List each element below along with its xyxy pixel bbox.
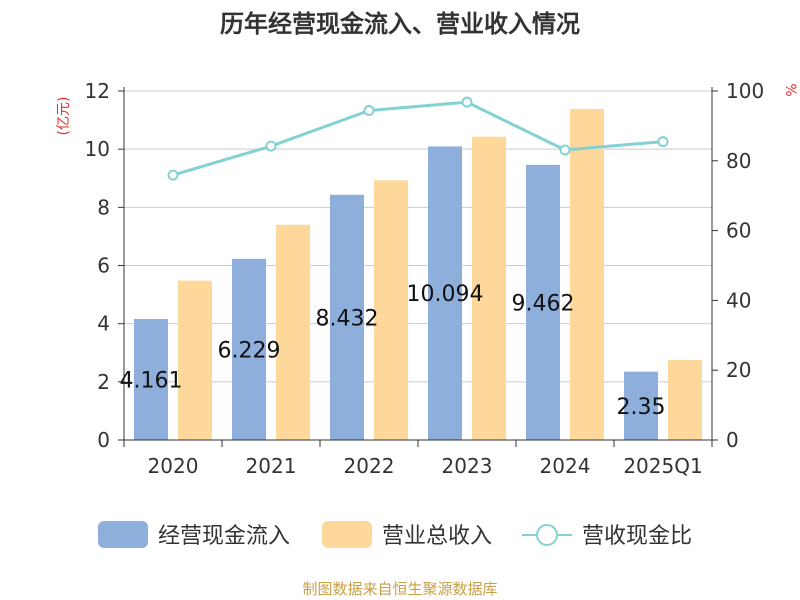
y-left-tick-label: 10	[85, 137, 110, 161]
y-left-tick-label: 8	[97, 195, 110, 219]
y-right-tick-label: 0	[726, 428, 739, 452]
y-left-tick-label: 6	[97, 254, 110, 278]
bar-cash-inflow[interactable]	[624, 371, 658, 440]
legend-item-ratio[interactable]: 营收现金比	[522, 524, 692, 549]
bar-cash-inflow[interactable]	[330, 194, 364, 440]
legend-label-revenue: 营业总收入	[382, 524, 492, 549]
ratio-point[interactable]	[363, 105, 375, 117]
data-label-cash-inflow: 8.432	[316, 306, 379, 331]
ratio-point[interactable]	[559, 144, 571, 156]
x-tick-label: 2021	[246, 454, 297, 478]
legend-label-ratio: 营收现金比	[582, 524, 692, 549]
ratio-point[interactable]	[461, 96, 473, 108]
bars	[134, 109, 702, 440]
y-right-tick-label: 20	[726, 358, 751, 382]
chart-title: 历年经营现金流入、营业收入情况	[220, 10, 580, 38]
legend-item-cash-inflow[interactable]: 经营现金流入	[98, 521, 290, 549]
bar-revenue[interactable]	[472, 136, 506, 440]
x-tick-label: 2020	[148, 454, 199, 478]
y-left-tick-label: 12	[85, 79, 110, 103]
legend-swatch-revenue	[322, 521, 372, 548]
data-label-cash-inflow: 9.462	[512, 291, 575, 316]
legend-label-cash-inflow: 经营现金流入	[158, 524, 290, 549]
ratio-point[interactable]	[657, 136, 669, 148]
bar-revenue[interactable]	[178, 280, 212, 440]
bar-cash-inflow[interactable]	[526, 164, 560, 440]
data-label-cash-inflow: 6.229	[218, 338, 281, 363]
right-axis-unit: %	[782, 83, 798, 96]
bar-revenue[interactable]	[668, 360, 702, 440]
y-left-tick-label: 0	[97, 428, 110, 452]
legend-marker-ratio	[536, 524, 558, 546]
y-right-tick-label: 80	[726, 149, 751, 173]
x-tick-label: 2025Q1	[623, 454, 702, 478]
bar-revenue[interactable]	[276, 224, 310, 440]
grid-lines	[124, 90, 712, 383]
legend: 经营现金流入 营业总收入 营收现金比	[98, 521, 692, 549]
ratio-point[interactable]	[167, 169, 179, 181]
x-tick-label: 2022	[344, 454, 395, 478]
bar-revenue[interactable]	[374, 180, 408, 440]
legend-item-revenue[interactable]: 营业总收入	[322, 521, 492, 549]
x-tick-label: 2023	[442, 454, 493, 478]
ratio-point[interactable]	[265, 140, 277, 152]
data-label-cash-inflow: 4.161	[120, 368, 183, 393]
bar-revenue[interactable]	[570, 109, 604, 440]
y-left-tick-label: 2	[97, 370, 110, 394]
ratio-line	[167, 96, 669, 181]
y-right-tick-label: 40	[726, 288, 751, 312]
left-axis-unit: (亿元)	[56, 97, 72, 136]
legend-swatch-cash-inflow	[98, 521, 148, 548]
y-right-tick-label: 100	[726, 79, 764, 103]
axes: 0 2 4 6 8 10 12 0 20 40 60 80 100 2020 2021 2022 2023 202…	[85, 79, 765, 478]
source-note: 制图数据来自恒生聚源数据库	[302, 580, 497, 598]
y-right-tick-label: 60	[726, 219, 751, 243]
data-label-cash-inflow: 10.094	[407, 282, 484, 307]
bar-cash-inflow[interactable]	[232, 258, 266, 440]
data-labels: 4.161 6.229 8.432 10.094 9.462 2.35	[120, 282, 666, 420]
bar-cash-inflow[interactable]	[428, 146, 462, 440]
y-left-tick-label: 4	[97, 312, 110, 336]
bar-cash-inflow[interactable]	[134, 318, 168, 440]
x-tick-label: 2024	[540, 454, 591, 478]
data-label-cash-inflow: 2.35	[617, 395, 666, 420]
ratio-line-path	[172, 100, 664, 177]
